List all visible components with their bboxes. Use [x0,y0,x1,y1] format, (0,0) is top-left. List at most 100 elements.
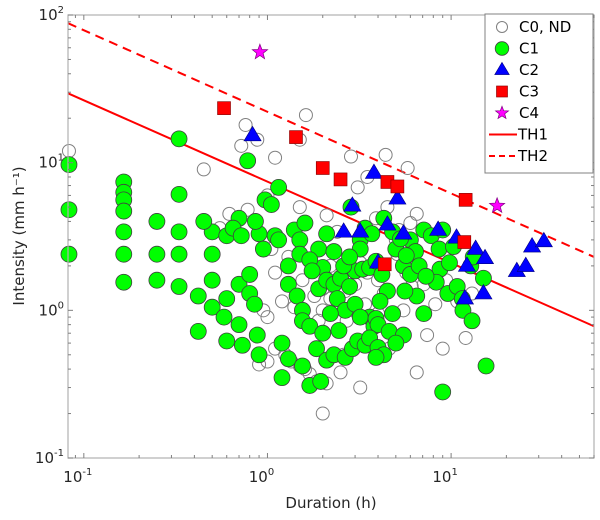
y-tick-exponent: 0 [58,300,64,311]
legend-marker [494,61,510,75]
data-point [260,310,275,325]
data-point [247,213,264,230]
data-point [301,317,319,335]
x-tick-label: 101 [432,467,457,486]
data-point [475,248,495,265]
data-point [458,193,473,207]
data-point [195,213,213,230]
data-point [319,208,334,223]
data-point [367,349,385,366]
data-point [384,305,401,323]
data-point [417,267,435,285]
data-point [415,305,433,323]
legend: C0, ND C1 C2 C3 C4 TH1 TH2 [484,13,594,174]
data-point [196,162,211,177]
data-point [333,365,348,380]
data-point [466,239,485,255]
data-point [477,357,495,375]
x-tick-base: 10 [249,468,268,486]
legend-label: TH2 [517,147,548,165]
x-tick-label: 100 [249,467,274,486]
data-point [239,152,257,170]
data-point [534,231,553,248]
x-tick-base: 10 [63,468,82,486]
data-point [296,214,314,232]
x-axis-label: Duration (h) [285,494,376,512]
legend-label: C3 [519,83,539,101]
y-tick-exponent: -1 [54,448,64,459]
data-point [291,231,309,249]
y-tick-base: 10 [35,449,54,467]
data-point [248,326,266,344]
data-point [243,125,262,142]
data-point [268,265,283,280]
data-point [455,289,475,305]
data-point [189,323,207,340]
data-point [262,196,280,214]
data-point [377,257,392,272]
data-point [409,365,424,380]
data-point [351,222,370,238]
data-point [233,336,251,354]
data-point [279,257,297,275]
legend-label: C0, ND [519,18,571,36]
data-point [312,373,330,390]
legend-label: C1 [519,40,539,58]
data-point [148,271,166,289]
data-point [394,224,413,240]
data-point [463,312,481,330]
legend-label: TH1 [517,126,548,144]
legend-marker [494,105,510,120]
x-tick-label: 10-1 [63,467,92,486]
series-c4 [251,43,506,214]
data-point [343,149,358,164]
data-point [400,161,415,176]
y-tick-exponent: 2 [58,5,64,16]
data-point [292,200,307,215]
data-point [60,245,78,263]
y-tick-base: 10 [39,301,58,319]
y-tick-label: 101 [39,153,64,172]
data-point [430,240,448,258]
data-point [238,117,253,132]
x-tick-exponent: 0 [268,467,274,478]
data-point [246,295,263,313]
data-point [115,202,133,220]
data-point [275,294,290,309]
data-point [270,178,288,196]
y-tick-base: 10 [39,154,58,172]
data-point [353,380,368,395]
data-point [170,223,188,241]
legend-label: C2 [519,61,539,79]
data-point [289,130,303,144]
data-point [254,240,272,258]
data-point [250,346,268,364]
data-point [230,275,248,293]
data-point [364,163,384,179]
data-point [330,322,348,339]
data-point [396,282,414,300]
data-point [298,108,313,123]
data-point [321,305,339,323]
data-point [232,227,250,245]
data-point [371,292,389,310]
data-marks [60,22,595,421]
data-point [387,334,405,352]
data-point [217,101,231,115]
data-point [251,43,269,60]
plot-frame [67,14,595,459]
y-tick-label: 10-1 [35,448,64,467]
data-point [378,215,397,231]
data-point [273,334,291,352]
x-tick-exponent: 1 [451,467,457,478]
data-point [341,278,358,295]
data-point [279,350,297,368]
data-point [314,324,332,342]
legend-marker [495,20,509,34]
data-point [388,189,407,205]
data-point [308,340,325,358]
data-point [457,235,472,249]
data-point [397,247,415,264]
data-point [230,316,248,334]
data-point [60,156,78,174]
